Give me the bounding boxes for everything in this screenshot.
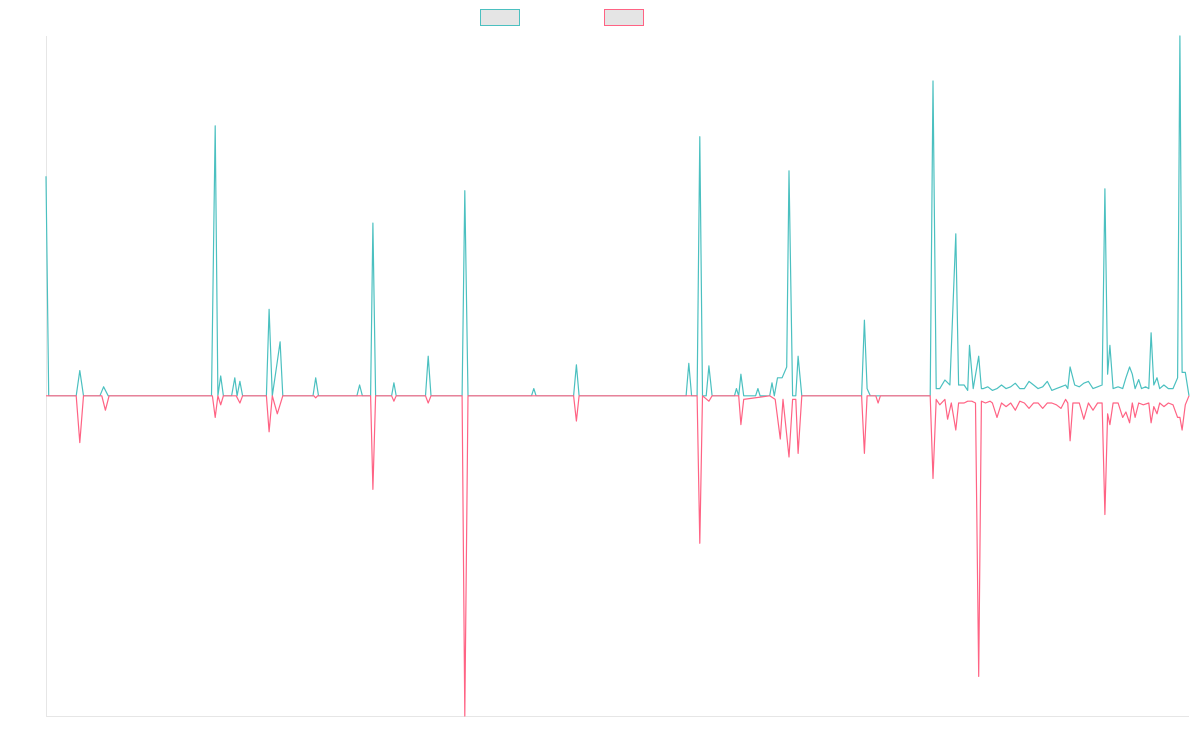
series-line-1 bbox=[45, 35, 1190, 397]
legend-item-series-1[interactable] bbox=[480, 9, 520, 26]
legend-item-series-2[interactable] bbox=[604, 9, 644, 26]
series-line-2 bbox=[46, 395, 1190, 717]
